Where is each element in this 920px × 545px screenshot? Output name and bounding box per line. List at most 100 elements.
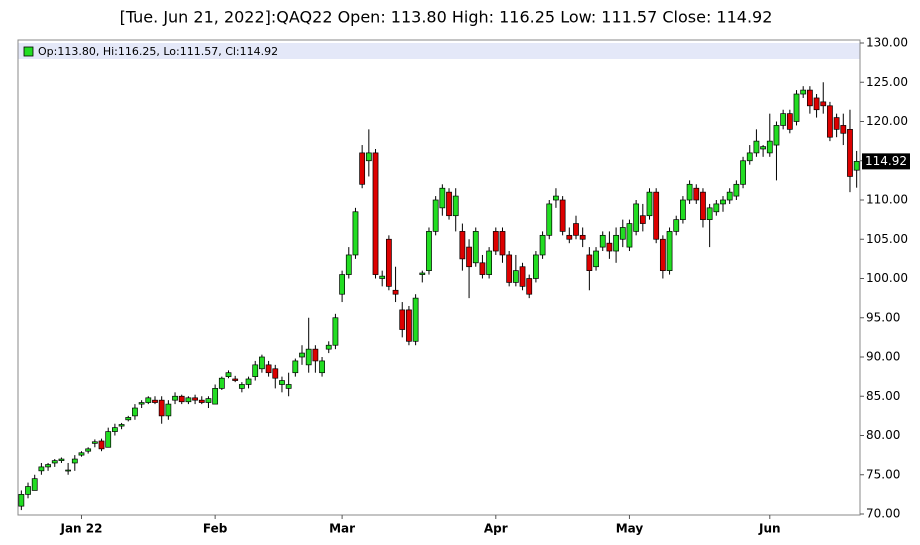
candle-body <box>85 448 92 452</box>
candle-body <box>673 219 680 232</box>
candle-body <box>112 427 118 432</box>
candle-body <box>626 223 633 248</box>
candle-body <box>646 191 653 217</box>
candle-body <box>700 191 706 220</box>
candle-body <box>813 97 820 111</box>
candle-body <box>319 360 325 374</box>
candle-body <box>686 183 693 201</box>
candle-body <box>466 246 472 268</box>
x-tick-label: Feb <box>203 522 228 536</box>
candle-body <box>599 234 606 248</box>
candle-body <box>472 231 479 264</box>
x-tick-label: Apr <box>484 522 508 536</box>
candle-body <box>65 469 72 472</box>
candle-body <box>265 364 272 374</box>
candle-body <box>639 215 646 224</box>
candle-body <box>272 368 279 379</box>
candle-body <box>706 207 713 220</box>
candle-body <box>18 494 25 507</box>
candle-body <box>339 274 345 295</box>
candle-body <box>786 113 793 130</box>
candle-body <box>733 183 740 197</box>
last-price-box <box>862 153 910 170</box>
x-tick-label: Jun <box>758 522 781 536</box>
candle-body <box>740 160 746 185</box>
candle-body <box>666 231 673 271</box>
candle-body <box>125 417 132 421</box>
candle-body <box>680 199 686 220</box>
y-tick-label: 130.00 <box>866 36 908 50</box>
candle-body <box>365 152 372 162</box>
candle-body <box>31 478 38 491</box>
y-tick-label: 90.00 <box>866 350 900 364</box>
candle-body <box>232 378 239 381</box>
candle-body <box>178 395 185 403</box>
candle-body <box>158 399 165 417</box>
last-price-label: 114.92 <box>865 154 907 168</box>
candle-body <box>58 458 65 461</box>
y-tick-label: 70.00 <box>866 507 900 521</box>
legend-swatch <box>23 46 34 57</box>
candle-body <box>566 234 573 240</box>
candle-body <box>606 242 613 252</box>
legend-band <box>18 43 860 59</box>
candle-body <box>746 152 753 162</box>
candle-body <box>720 199 726 205</box>
candle-body <box>25 486 31 495</box>
candle-body <box>185 397 192 403</box>
candle-body <box>446 191 452 217</box>
y-tick-label: 85.00 <box>866 389 900 403</box>
candle-body <box>847 129 853 177</box>
candle-body <box>659 238 666 271</box>
candle-body <box>546 203 553 236</box>
candle-body <box>559 199 566 232</box>
candle-body <box>432 199 439 232</box>
candle-body <box>526 278 533 295</box>
candle-body <box>726 191 733 201</box>
candle-body <box>613 234 619 252</box>
candle-body <box>238 384 245 389</box>
candle-body <box>372 152 379 275</box>
x-tick-label: Mar <box>329 522 355 536</box>
candle-body <box>533 254 539 279</box>
candle-body <box>359 152 366 185</box>
candle-body <box>71 458 78 464</box>
candle-body <box>439 187 446 209</box>
candle-body <box>539 234 546 256</box>
candle-body <box>512 270 519 283</box>
y-tick-label: 110.00 <box>866 193 908 207</box>
candle-body <box>452 195 459 217</box>
candle-body <box>279 380 285 385</box>
y-tick-label: 95.00 <box>866 310 900 324</box>
x-tick-label: Jan 22 <box>59 522 102 536</box>
candle-body <box>853 161 860 171</box>
candle-body <box>245 378 252 385</box>
candle-body <box>399 309 406 330</box>
x-tick-label: May <box>616 522 644 536</box>
candle-body <box>379 275 386 279</box>
candle-body <box>593 250 599 268</box>
candle-body <box>653 191 660 240</box>
candle-body <box>806 89 813 107</box>
candle-body <box>78 452 85 456</box>
y-tick-label: 75.00 <box>866 467 900 481</box>
candle-body <box>285 384 292 389</box>
candle-body <box>325 344 332 350</box>
candle-body <box>252 364 259 377</box>
candle-body <box>165 403 172 417</box>
candle-body <box>299 352 305 358</box>
candle-body <box>406 309 412 342</box>
candle-body <box>479 262 486 275</box>
chart-title: [Tue. Jun 21, 2022]:QAQ22 Open: 113.80 H… <box>120 8 773 27</box>
candle-body <box>760 146 766 150</box>
candle-body <box>579 234 586 240</box>
y-tick-label: 100.00 <box>866 271 908 285</box>
candle-body <box>519 266 526 287</box>
candle-body <box>118 424 125 427</box>
candle-body <box>172 395 178 401</box>
candle-body <box>345 254 352 275</box>
candle-body <box>780 113 787 126</box>
candle-body <box>145 397 152 403</box>
candle-body <box>91 441 98 444</box>
